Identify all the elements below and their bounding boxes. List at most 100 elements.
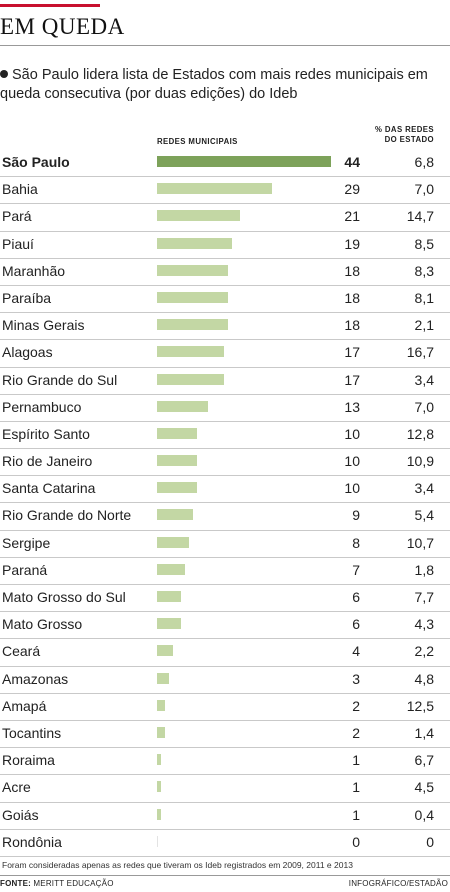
bar <box>157 237 233 249</box>
bar <box>157 618 181 630</box>
table-row: Maranhão 18 8,3 <box>0 259 450 286</box>
footnote: Foram consideradas apenas as redes que t… <box>2 860 353 870</box>
table-row: Ceará 4 2,2 <box>0 639 450 667</box>
top-accent-rule <box>0 4 100 7</box>
percent-label: 2,2 <box>414 643 434 660</box>
table-row: Amazonas 3 4,8 <box>0 667 450 694</box>
bar <box>157 808 161 820</box>
table-row: Pernambuco 13 7,0 <box>0 395 450 422</box>
percent-label: 0,4 <box>414 806 434 823</box>
value-label: 4 <box>352 643 360 660</box>
value-label: 6 <box>352 589 360 605</box>
state-name: Alagoas <box>2 344 53 361</box>
bar <box>157 346 225 358</box>
title-divider <box>0 45 450 46</box>
bullet-icon <box>0 70 8 78</box>
table-row: Sergipe 8 10,7 <box>0 531 450 558</box>
value-label: 13 <box>344 398 360 415</box>
value-label: 10 <box>344 480 360 497</box>
percent-label: 7,7 <box>414 589 434 605</box>
chart-subtitle: São Paulo lidera lista de Estados com ma… <box>0 66 440 104</box>
percent-label: 7,0 <box>414 398 434 415</box>
state-name: Paraíba <box>2 289 52 306</box>
value-label: 6 <box>352 616 360 633</box>
bar <box>157 183 272 195</box>
value-label: 18 <box>344 289 360 306</box>
column-header-pct: % DAS REDES DO ESTADO <box>366 125 434 145</box>
table-row: Espírito Santo 10 12,8 <box>0 422 450 450</box>
value-label: 10 <box>344 453 360 470</box>
source-text: MERITT EDUCAÇÃO <box>33 879 114 888</box>
value-label: 29 <box>344 181 360 198</box>
percent-label: 3,4 <box>414 371 434 388</box>
percent-label: 8,3 <box>414 262 434 279</box>
state-name: Rio Grande do Norte <box>2 507 132 524</box>
percent-label: 6,8 <box>414 154 434 170</box>
value-label: 18 <box>344 262 360 279</box>
state-name: São Paulo <box>2 154 70 170</box>
value-label: 1 <box>352 752 360 769</box>
percent-label: 4,5 <box>414 779 434 796</box>
bar <box>157 427 197 439</box>
value-label: 1 <box>352 779 360 796</box>
value-label: 44 <box>344 154 360 170</box>
value-label: 1 <box>352 806 360 823</box>
state-name: Pernambuco <box>2 398 82 415</box>
percent-label: 5,4 <box>414 507 434 524</box>
chart-rows: São Paulo 44 6,8 Bahia 29 7,0 Pará 21 14,7 Piauí 1… <box>0 150 450 857</box>
bar <box>157 156 331 167</box>
table-row: Paraná 7 1,8 <box>0 558 450 585</box>
table-row: Acre 1 4,5 <box>0 775 450 803</box>
value-label: 3 <box>352 670 360 687</box>
value-label: 21 <box>344 208 360 225</box>
state-name: Roraima <box>2 752 55 769</box>
value-label: 0 <box>352 833 360 850</box>
column-header-pct-line2: DO ESTADO <box>384 135 434 144</box>
percent-label: 3,4 <box>414 480 434 497</box>
bar <box>157 536 189 548</box>
state-name: Rio Grande do Sul <box>2 371 118 388</box>
table-row: Bahia 29 7,0 <box>0 177 450 205</box>
table-row: Rio de Janeiro 10 10,9 <box>0 449 450 477</box>
value-label: 17 <box>344 371 360 388</box>
state-name: Amazonas <box>2 670 69 687</box>
state-name: Piauí <box>2 235 34 252</box>
value-label: 10 <box>344 425 360 442</box>
state-name: Goiás <box>2 806 39 823</box>
table-row: Santa Catarina 10 3,4 <box>0 476 450 504</box>
table-row: Mato Grosso do Sul 6 7,7 <box>0 585 450 613</box>
bar <box>157 291 229 303</box>
percent-label: 14,7 <box>406 208 434 225</box>
value-label: 7 <box>352 561 360 578</box>
bar <box>157 726 165 738</box>
bar <box>157 672 169 684</box>
bar <box>157 835 158 847</box>
bar <box>157 645 173 657</box>
percent-label: 12,8 <box>406 425 434 442</box>
bar <box>157 509 193 521</box>
percent-label: 6,7 <box>414 752 434 769</box>
table-row: Paraíba 18 8,1 <box>0 286 450 314</box>
column-header-redes: REDES MUNICIPAIS <box>157 137 238 146</box>
column-header-pct-line1: % DAS REDES <box>375 125 434 134</box>
subtitle-text: São Paulo lidera lista de Estados com ma… <box>0 67 428 102</box>
value-label: 2 <box>352 724 360 741</box>
state-name: Rio de Janeiro <box>2 453 93 470</box>
table-row: Minas Gerais 18 2,1 <box>0 313 450 341</box>
bar <box>157 754 161 766</box>
bar <box>157 319 229 331</box>
table-row: Roraima 1 6,7 <box>0 748 450 776</box>
source-label: FONTE: <box>0 879 31 888</box>
percent-label: 1,8 <box>414 561 434 578</box>
bar <box>157 563 185 575</box>
table-row: Pará 21 14,7 <box>0 204 450 232</box>
percent-label: 1,4 <box>414 724 434 741</box>
table-row: Mato Grosso 6 4,3 <box>0 612 450 640</box>
value-label: 17 <box>344 344 360 361</box>
source-line: FONTE: MERITT EDUCAÇÃO <box>0 879 114 888</box>
table-row: Amapá 2 12,5 <box>0 694 450 721</box>
value-label: 9 <box>352 507 360 524</box>
bar <box>157 482 197 494</box>
bar <box>157 264 229 276</box>
state-name: Maranhão <box>2 262 66 279</box>
